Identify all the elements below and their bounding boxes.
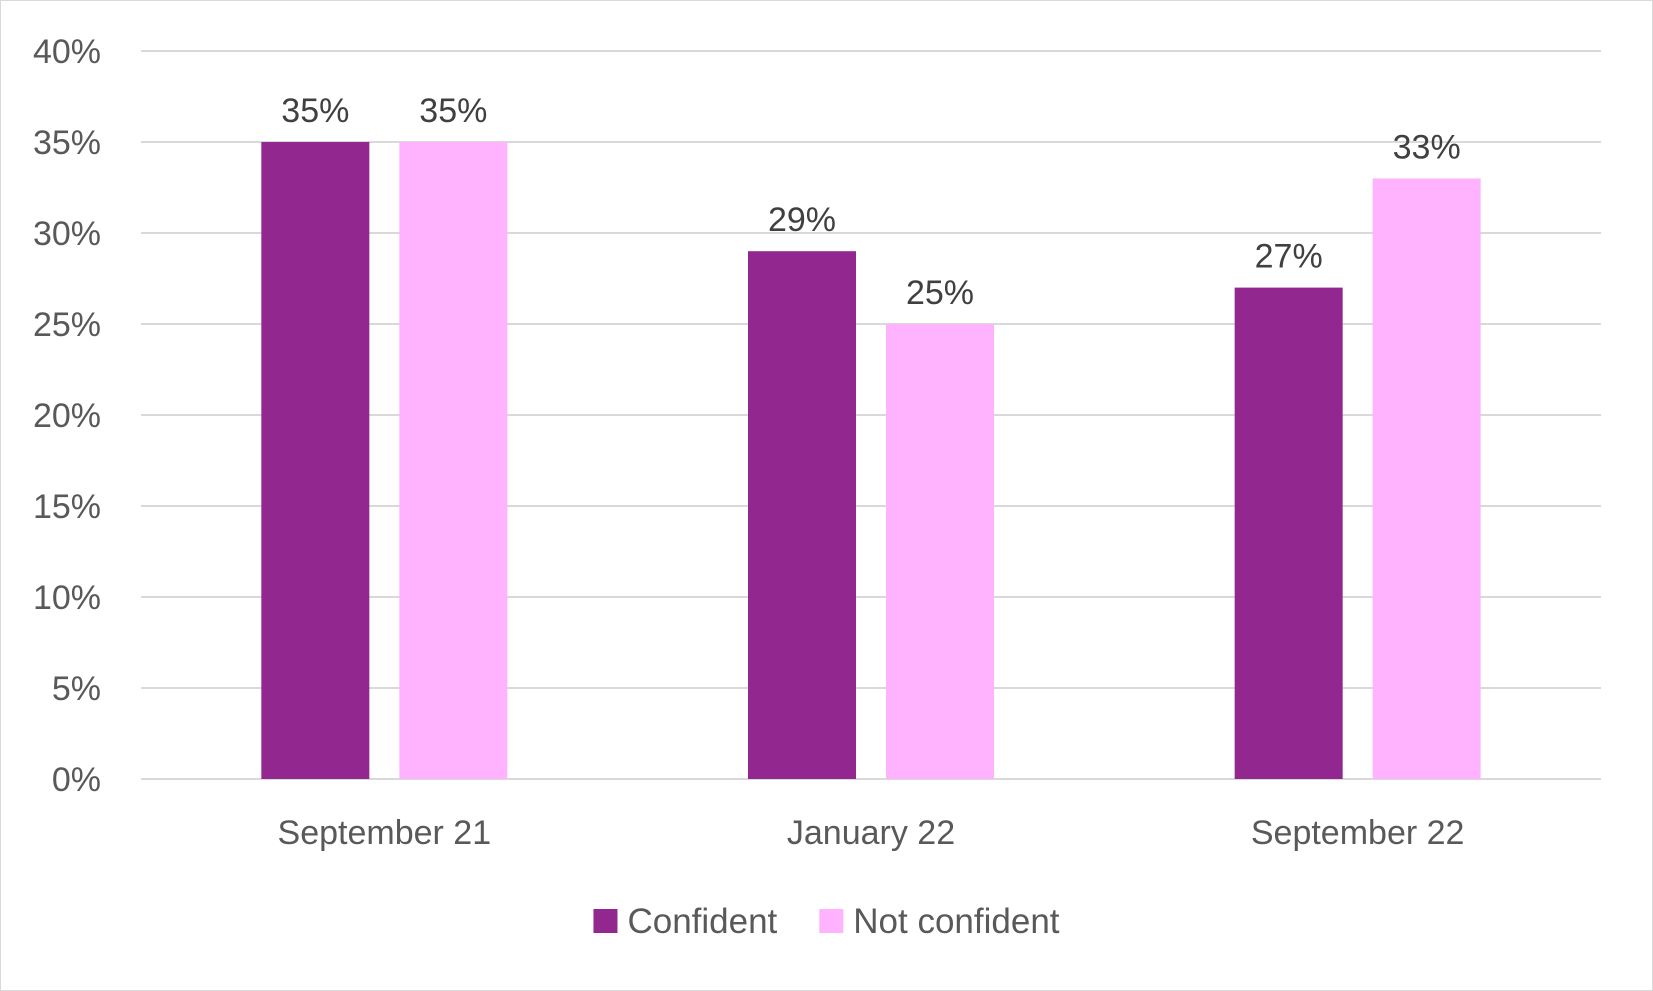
bar [748, 251, 856, 779]
bar [886, 324, 994, 779]
legend-swatch [593, 909, 618, 933]
data-label: 35% [281, 92, 349, 130]
x-category-label: September 22 [1251, 814, 1465, 852]
x-category-label: September 21 [278, 814, 492, 852]
legend-swatch [819, 909, 844, 933]
data-label: 33% [1393, 128, 1461, 166]
data-label: 35% [419, 92, 487, 130]
y-tick-label: 10% [33, 579, 101, 617]
y-tick-label: 15% [33, 488, 101, 526]
gridlines [141, 50, 1601, 780]
bar [1234, 287, 1343, 779]
y-tick-label: 25% [33, 306, 101, 344]
bar [261, 142, 370, 779]
legend-label: Confident [627, 902, 777, 941]
data-label: 29% [768, 201, 836, 239]
bar [399, 142, 508, 779]
y-axis-ticks: 0% 5% 10% 15% 20% 25% 30% 35% 40% [33, 33, 101, 799]
y-tick-label: 40% [33, 33, 101, 71]
x-axis-categories: September 21 January 22 September 22 [278, 814, 1465, 852]
y-tick-label: 35% [33, 124, 101, 162]
legend-label: Not confident [853, 902, 1060, 941]
data-label: 27% [1255, 238, 1323, 276]
y-tick-label: 5% [52, 670, 101, 708]
bar [1372, 178, 1481, 779]
bars [261, 142, 1481, 779]
y-tick-label: 0% [52, 761, 101, 799]
data-label: 25% [906, 274, 974, 312]
legend: Confident Not confident [593, 902, 1060, 941]
y-tick-label: 30% [33, 215, 101, 253]
data-labels: 35% 35% 29% 25% 27% 33% [281, 92, 1460, 312]
y-tick-label: 20% [33, 397, 101, 435]
x-category-label: January 22 [787, 814, 955, 852]
